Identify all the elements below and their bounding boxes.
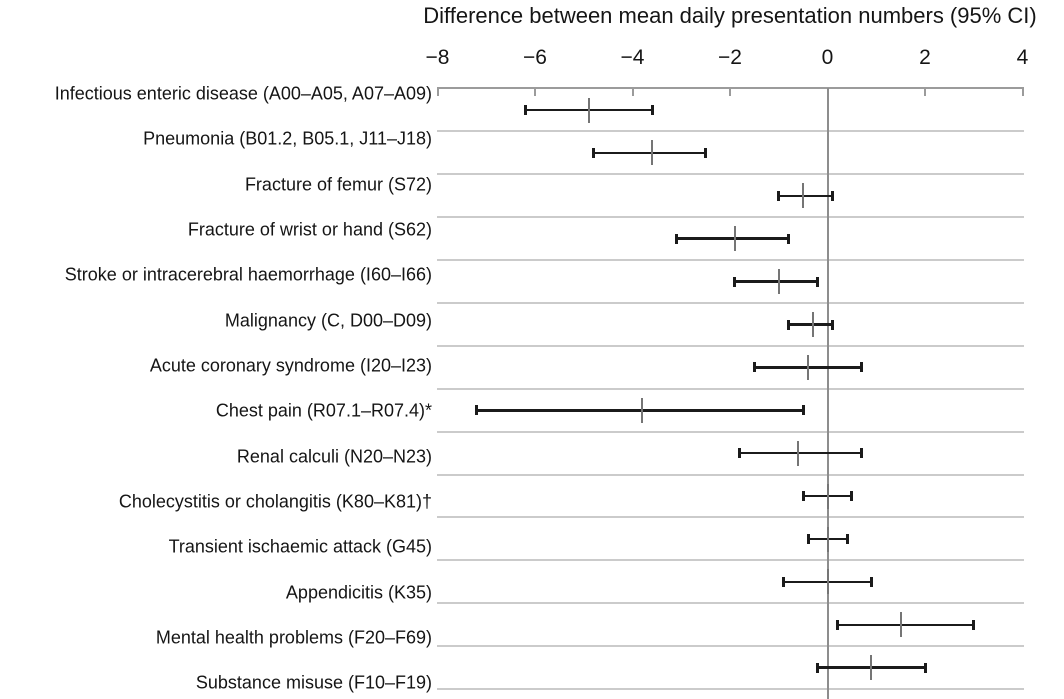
x-tick-label: −6: [523, 46, 547, 69]
mean-tick: [807, 354, 809, 380]
category-label: Substance misuse (F10–F19): [195, 672, 432, 693]
x-tick-label: −8: [425, 46, 450, 69]
ci-cap-left: [816, 662, 820, 673]
category-label: Stroke or intracerebral haemorrhage (I60…: [64, 264, 432, 285]
ci-cap-left: [835, 619, 839, 630]
ci-cap-right: [850, 491, 854, 502]
ci-bar: [778, 194, 833, 198]
row-gridline: [437, 259, 1024, 261]
category-label: Transient ischaemic attack (G45): [168, 536, 432, 557]
mean-tick: [826, 526, 829, 552]
mean-tick: [811, 312, 814, 337]
ci-cap-left: [523, 105, 527, 115]
ci-cap-right: [650, 105, 654, 115]
row-gridline: [437, 559, 1024, 562]
category-label: Acute coronary syndrome (I20–I23): [149, 355, 432, 376]
ci-bar: [476, 409, 804, 412]
ci-bar: [837, 623, 974, 627]
mean-tick: [802, 183, 805, 209]
row-gridline: [437, 344, 1024, 347]
ci-cap-left: [787, 319, 790, 330]
mean-tick: [587, 97, 590, 123]
x-tick-label: 0: [821, 46, 834, 69]
ci-bar: [593, 151, 706, 155]
ci-cap-right: [787, 233, 790, 244]
x-tick-mark: [1021, 87, 1024, 96]
category-label: Fracture of femur (S72): [244, 174, 432, 195]
x-tick-mark: [534, 87, 536, 96]
ci-cap-right: [860, 448, 864, 459]
ci-cap-left: [733, 276, 737, 287]
category-label: Pneumonia (B01.2, B05.1, J11–J18): [143, 128, 432, 149]
category-label: Cholecystitis or cholangitis (K80–K81)†: [118, 491, 432, 512]
ci-bar: [734, 280, 818, 283]
x-tick-label: −4: [620, 46, 645, 69]
row-gridline: [437, 645, 1024, 648]
ci-bar: [739, 451, 862, 455]
category-label: Infectious enteric disease (A00–A05, A07…: [54, 83, 432, 104]
category-label: Renal calculi (N20–N23): [236, 446, 432, 467]
row-gridline: [437, 130, 1024, 133]
mean-tick: [826, 483, 829, 509]
row-gridline: [437, 430, 1024, 433]
ci-cap-right: [801, 405, 805, 416]
row-gridline: [437, 516, 1024, 519]
category-label: Fracture of wrist or hand (S62): [187, 219, 432, 240]
category-label: Chest pain (R07.1–R07.4)*: [215, 400, 432, 421]
x-tick-mark: [631, 87, 634, 96]
x-tick-label: 4: [1016, 46, 1029, 69]
category-label: Mental health problems (F20–F69): [155, 627, 432, 648]
mean-tick: [777, 269, 780, 295]
row-gridline: [437, 688, 1024, 690]
x-tick-label: 2: [919, 46, 931, 69]
ci-cap-right: [923, 662, 927, 673]
chart-title: Difference between mean daily presentati…: [423, 3, 1037, 28]
mean-tick: [797, 440, 800, 466]
row-gridline: [437, 301, 1024, 304]
mean-tick: [826, 569, 829, 595]
ci-bar: [788, 323, 833, 326]
zero-reference-line: [826, 88, 829, 699]
mean-tick: [651, 140, 653, 166]
mean-tick: [899, 612, 902, 638]
row-gridline: [437, 473, 1024, 476]
ci-cap-right: [860, 362, 864, 373]
ci-cap-left: [738, 448, 742, 459]
ci-cap-left: [782, 576, 786, 587]
row-gridline: [437, 602, 1024, 605]
ci-cap-right: [869, 576, 873, 587]
x-tick-mark: [436, 87, 439, 96]
ci-cap-left: [777, 190, 781, 201]
ci-cap-left: [801, 491, 805, 502]
x-tick-mark: [729, 87, 731, 96]
mean-tick: [641, 397, 644, 423]
x-tick-mark: [924, 87, 926, 96]
mean-tick: [870, 655, 873, 681]
ci-cap-right: [972, 619, 976, 630]
ci-bar: [676, 237, 789, 240]
ci-cap-right: [830, 319, 834, 330]
ci-cap-left: [592, 147, 595, 158]
ci-cap-left: [674, 233, 678, 244]
ci-cap-left: [475, 405, 478, 416]
row-gridline: [437, 216, 1024, 219]
ci-cap-right: [704, 147, 708, 158]
row-gridline: [437, 387, 1024, 390]
ci-cap-right: [845, 534, 849, 544]
ci-cap-left: [752, 362, 756, 373]
ci-cap-right: [830, 190, 834, 201]
category-label: Malignancy (C, D00–D09): [224, 310, 432, 331]
ci-cap-left: [806, 534, 810, 544]
mean-tick: [733, 226, 736, 252]
category-label: Appendicitis (K35): [285, 582, 432, 603]
x-tick-label: −2: [718, 46, 742, 69]
row-gridline: [437, 173, 1024, 176]
ci-cap-right: [816, 276, 820, 287]
